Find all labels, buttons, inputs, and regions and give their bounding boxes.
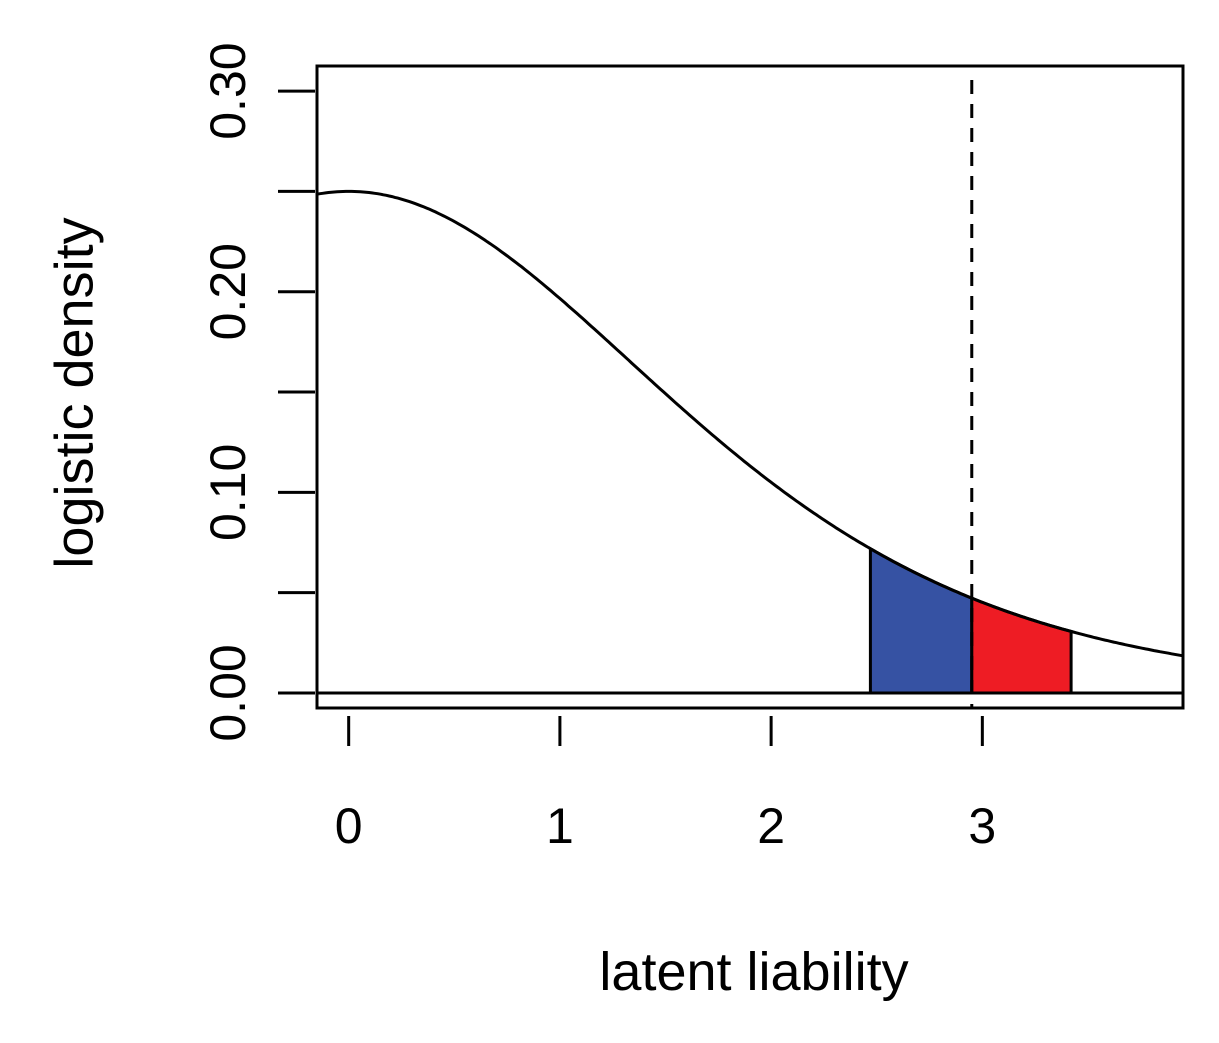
x-tick-label: 3 xyxy=(968,798,996,854)
y-tick-label: 0.30 xyxy=(200,42,256,139)
y-axis-title: logistic density xyxy=(44,217,104,568)
x-tick-label: 1 xyxy=(546,798,574,854)
y-axis: 0.00 0.10 0.20 0.30 xyxy=(200,42,315,742)
plot-frame xyxy=(315,64,1185,710)
x-axis-title: latent liability xyxy=(599,942,908,1002)
y-tick-label: 0.20 xyxy=(200,243,256,340)
x-axis: 0 1 2 3 xyxy=(335,716,996,854)
y-tick-label: 0.10 xyxy=(200,444,256,541)
x-tick-label: 2 xyxy=(757,798,785,854)
logistic-density-curve xyxy=(316,189,1184,658)
x-tick-label: 0 xyxy=(335,798,363,854)
shaded-region-2 xyxy=(970,595,1073,695)
y-tick-label: 0.00 xyxy=(200,644,256,741)
shaded-region-1 xyxy=(868,546,974,695)
